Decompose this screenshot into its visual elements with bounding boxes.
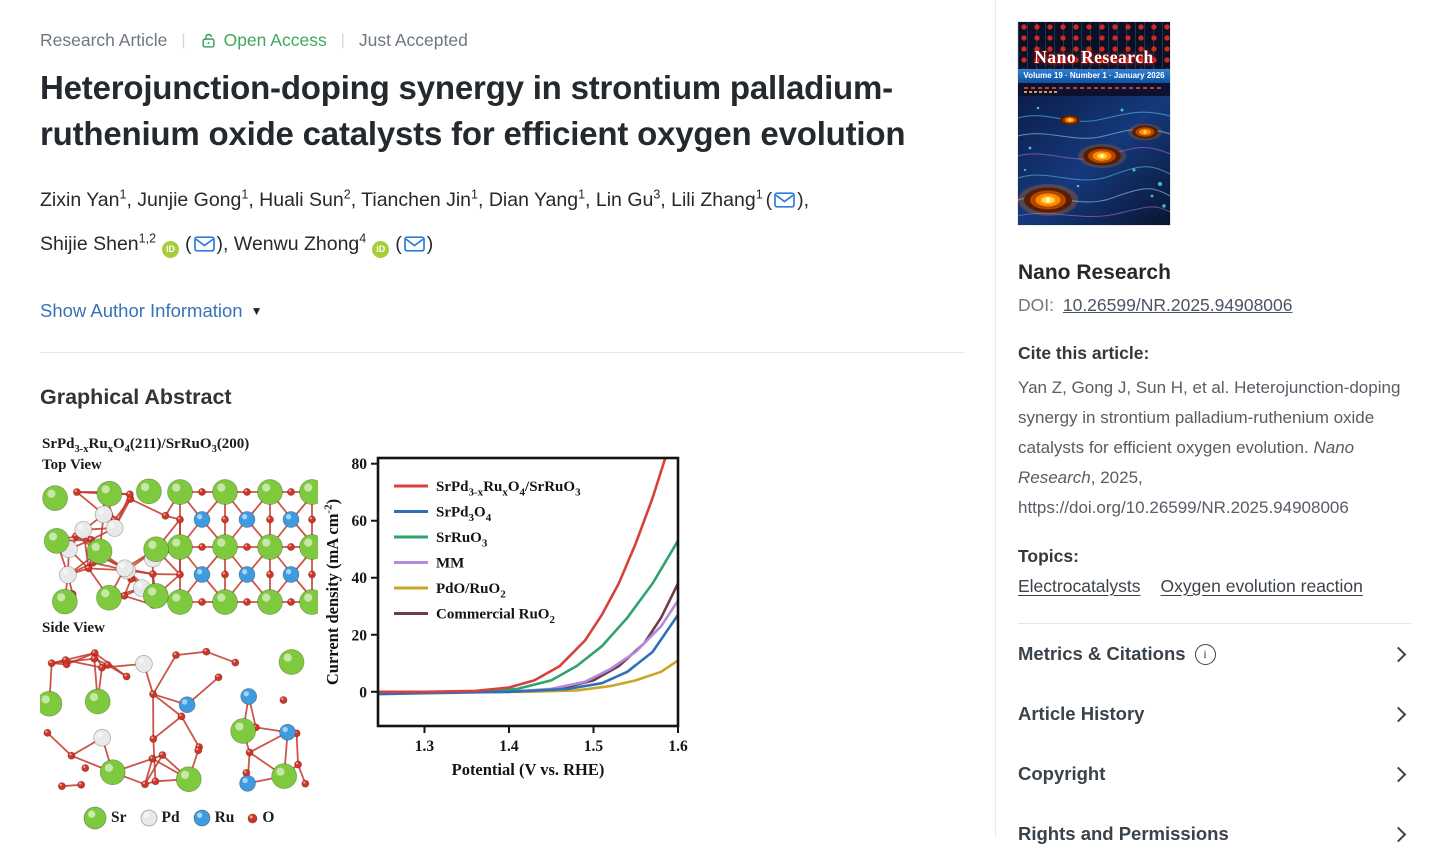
topic-link[interactable]: Electrocatalysts bbox=[1018, 576, 1141, 597]
glow-ring bbox=[1060, 115, 1080, 125]
cite-heading: Cite this article: bbox=[1018, 343, 1412, 364]
sidebar-section-article-history[interactable]: Article History bbox=[1018, 684, 1412, 744]
svg-text:SrRuO3: SrRuO3 bbox=[436, 530, 488, 550]
topic-link[interactable]: Oxygen evolution reaction bbox=[1161, 576, 1363, 597]
section-label: Article History bbox=[1018, 703, 1144, 725]
divider bbox=[40, 352, 965, 353]
open-lock-icon bbox=[200, 32, 217, 49]
crystal-structure-panel: SrPd3-xRuxO4(211)/SrRuO3(200) Top View S… bbox=[40, 432, 328, 831]
lsv-chart-panel: 1.3 1.4 1.5 1.6 0 20 40 60 80 Potential (V vs. RH… bbox=[324, 432, 696, 831]
doi-label: DOI: bbox=[1018, 295, 1054, 315]
article-meta: Research Article | Open Access | Just Ac… bbox=[40, 30, 965, 51]
author-name: Zixin Yan1 bbox=[40, 189, 126, 211]
author-name: Shijie Shen1,2 bbox=[40, 233, 156, 255]
journal-cover[interactable]: Nano Research Volume 19 · Number 1 · Jan… bbox=[1018, 22, 1170, 225]
graphical-abstract-figure[interactable]: SrPd3-xRuxO4(211)/SrRuO3(200) Top View S… bbox=[40, 432, 965, 831]
chevron-right-icon bbox=[1391, 826, 1407, 842]
glow-ring bbox=[1078, 144, 1126, 168]
atom-legend-o: O bbox=[246, 809, 274, 827]
atom-legend-pd: Pd bbox=[139, 808, 180, 828]
svg-text:1.4: 1.4 bbox=[499, 738, 519, 755]
sidebar-section-copyright[interactable]: Copyright bbox=[1018, 744, 1412, 804]
glow-ring bbox=[1018, 184, 1078, 216]
svg-text:Potential (V vs. RHE): Potential (V vs. RHE) bbox=[452, 760, 605, 779]
atom-legend-ru: Ru bbox=[192, 808, 235, 828]
atom-legend-sr: Sr bbox=[82, 805, 127, 831]
chevron-right-icon bbox=[1391, 766, 1407, 782]
glow-ring bbox=[1128, 124, 1162, 141]
svg-text:Commercial RuO2: Commercial RuO2 bbox=[436, 607, 555, 627]
email-author-icon[interactable]: () bbox=[766, 178, 804, 222]
email-author-icon[interactable]: () bbox=[185, 222, 223, 266]
top-view-structure bbox=[40, 476, 318, 618]
svg-text:SrPd3-xRuxO4/SrRuO3: SrPd3-xRuxO4/SrRuO3 bbox=[436, 479, 581, 499]
side-view-structure bbox=[40, 639, 318, 797]
info-icon[interactable]: i bbox=[1195, 644, 1216, 665]
chevron-right-icon bbox=[1391, 646, 1407, 662]
author-name: Wenwu Zhong4 bbox=[234, 233, 366, 255]
email-author-icon[interactable]: () bbox=[395, 222, 433, 266]
open-access-label: Open Access bbox=[224, 30, 327, 51]
orcid-icon[interactable]: iD bbox=[162, 241, 179, 258]
article-status-label: Just Accepted bbox=[359, 30, 468, 51]
sidebar: Nano Research Volume 19 · Number 1 · Jan… bbox=[1018, 0, 1412, 864]
svg-text:PdO/RuO2: PdO/RuO2 bbox=[436, 581, 506, 601]
svg-text:1.6: 1.6 bbox=[668, 738, 688, 755]
article-type-label: Research Article bbox=[40, 30, 167, 51]
sidebar-section-rights-and-permissions[interactable]: Rights and Permissions bbox=[1018, 804, 1412, 864]
caret-down-icon: ▼ bbox=[251, 304, 263, 318]
svg-text:SrPd3O4: SrPd3O4 bbox=[436, 505, 492, 525]
open-access-badge: Open Access bbox=[200, 30, 327, 51]
show-author-info-toggle[interactable]: Show Author Information ▼ bbox=[40, 300, 262, 322]
cover-art bbox=[1018, 96, 1170, 225]
polarization-curves-chart: 1.3 1.4 1.5 1.6 0 20 40 60 80 Potential (V vs. RH… bbox=[324, 432, 696, 784]
citation-text: Yan Z, Gong J, Sun H, et al. Heterojunct… bbox=[1018, 373, 1412, 523]
author-name: Huali Sun2 bbox=[259, 189, 351, 211]
svg-text:40: 40 bbox=[352, 570, 368, 587]
svg-text:60: 60 bbox=[352, 513, 368, 530]
topics-heading: Topics: bbox=[1018, 546, 1412, 567]
page-title: Heterojunction-doping synergy in stronti… bbox=[40, 65, 965, 156]
author-name: Junjie Gong1 bbox=[137, 189, 248, 211]
graphical-abstract-heading: Graphical Abstract bbox=[40, 385, 965, 410]
doi-link[interactable]: 10.26599/NR.2025.94908006 bbox=[1063, 295, 1293, 315]
journal-title: Nano Research bbox=[1018, 261, 1412, 285]
atom-legend: Sr Pd Ru O bbox=[82, 805, 328, 831]
svg-text:1.3: 1.3 bbox=[415, 738, 435, 755]
meta-separator: | bbox=[341, 32, 345, 50]
content-sidebar-divider bbox=[995, 0, 996, 837]
svg-text:Current density (mA cm-2): Current density (mA cm-2) bbox=[324, 499, 342, 685]
show-author-info-label: Show Author Information bbox=[40, 300, 243, 322]
author-name: Lin Gu3 bbox=[596, 189, 660, 211]
author-list: Zixin Yan1, Junjie Gong1, Huali Sun2, Ti… bbox=[40, 178, 965, 266]
cover-header: Nano Research bbox=[1018, 22, 1170, 69]
svg-text:20: 20 bbox=[352, 627, 368, 644]
cover-art-graphic bbox=[1018, 96, 1170, 225]
article-main: Research Article | Open Access | Just Ac… bbox=[40, 0, 965, 831]
side-view-label: Side View bbox=[42, 620, 328, 637]
topics-links: Electrocatalysts Oxygen evolution reactio… bbox=[1018, 576, 1412, 597]
top-view-label: Top View bbox=[42, 457, 328, 474]
svg-text:0: 0 bbox=[359, 684, 367, 701]
doi-row: DOI: 10.26599/NR.2025.94908006 bbox=[1018, 295, 1412, 316]
svg-text:MM: MM bbox=[436, 556, 464, 572]
meta-separator: | bbox=[181, 32, 185, 50]
author-name: Dian Yang1 bbox=[489, 189, 585, 211]
section-label: Copyright bbox=[1018, 763, 1105, 785]
cover-volume-banner: Volume 19 · Number 1 · January 2026 bbox=[1018, 69, 1170, 83]
section-label: Rights and Permissions bbox=[1018, 823, 1229, 845]
structure-title: SrPd3-xRuxO4(211)/SrRuO3(200) bbox=[42, 436, 328, 455]
cover-journal-name: Nano Research bbox=[1018, 47, 1170, 68]
svg-text:80: 80 bbox=[352, 456, 368, 473]
svg-text:1.5: 1.5 bbox=[584, 738, 604, 755]
author-name: Lili Zhang1 bbox=[671, 189, 763, 211]
cover-strip bbox=[1018, 83, 1170, 96]
chevron-right-icon bbox=[1391, 706, 1407, 722]
orcid-icon[interactable]: iD bbox=[372, 241, 389, 258]
author-name: Tianchen Jin1 bbox=[361, 189, 478, 211]
